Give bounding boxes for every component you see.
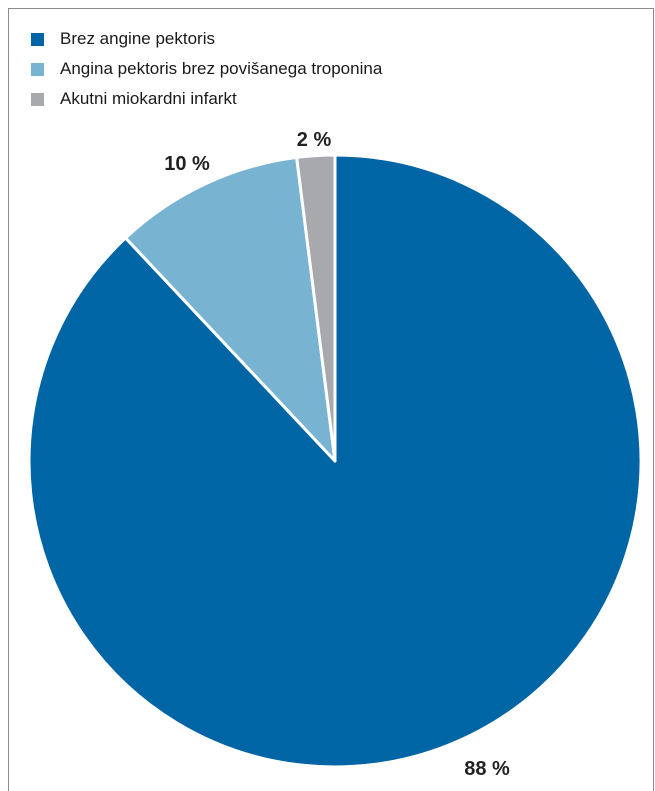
pie-slice-angina — [124, 155, 337, 463]
legend-item-no-angina: Brez angine pektoris — [31, 24, 382, 54]
legend-label-no-angina: Brez angine pektoris — [60, 29, 215, 48]
legend-item-angina: Angina pektoris brez povišanega troponin… — [31, 54, 382, 84]
legend-swatch-no-angina — [31, 32, 44, 46]
legend-swatch-angina — [31, 62, 44, 76]
legend-label-angina: Angina pektoris brez povišanega troponin… — [60, 59, 383, 78]
pie-slice-infarct — [295, 153, 337, 463]
legend-swatch-infarct — [31, 92, 44, 106]
chart-legend: Brez angine pektoris Angina pektoris bre… — [31, 24, 382, 114]
legend-item-infarct: Akutni miokardni infarkt — [31, 84, 382, 114]
pie-label-angina: 10 % — [164, 153, 210, 175]
legend-label-infarct: Akutni miokardni infarkt — [60, 89, 237, 108]
pie-label-infarct: 2 % — [297, 129, 332, 151]
pie-label-no-angina: 88 % — [464, 758, 510, 780]
